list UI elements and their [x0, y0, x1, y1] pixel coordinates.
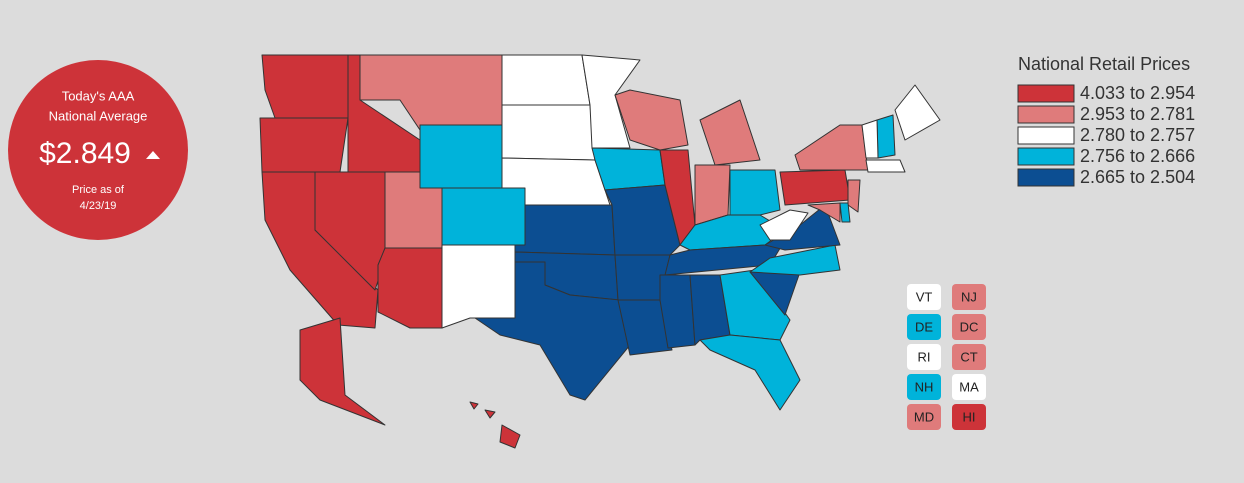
state-box: [952, 344, 986, 370]
state-box: [907, 374, 941, 400]
state: [876, 114, 896, 159]
state: [514, 204, 616, 256]
legend-swatch: [1017, 126, 1075, 145]
state-box: [952, 284, 986, 310]
legend: National Retail Prices: [1018, 54, 1190, 74]
badge-note: 4/23/19: [80, 200, 117, 212]
legend-title: National Retail Prices: [1018, 54, 1190, 74]
legend-label: 2.756 to 2.666: [1080, 146, 1195, 166]
state: [419, 124, 503, 189]
state: [299, 317, 386, 426]
badge-price: $2.849: [39, 137, 131, 170]
state: [865, 159, 906, 173]
state-box-label: DE: [915, 319, 933, 334]
badge-line: National Average: [49, 108, 148, 123]
state-box-label: HI: [963, 409, 976, 424]
state: [501, 54, 591, 106]
badge: Today's AAA National Average $2.849 Pric…: [8, 60, 188, 240]
badge-circle: [8, 60, 188, 240]
state-box: [907, 314, 941, 340]
state: [469, 401, 479, 410]
state: [779, 169, 851, 206]
state: [499, 424, 521, 449]
state: [861, 119, 879, 159]
state: [699, 99, 761, 166]
state: [749, 244, 841, 276]
state: [719, 269, 791, 341]
state: [474, 261, 631, 401]
legend-label: 2.780 to 2.757: [1080, 125, 1195, 145]
state-box-label: MD: [914, 409, 934, 424]
state-box: [907, 344, 941, 370]
state-box: [907, 284, 941, 310]
state: [484, 409, 496, 419]
state: [259, 117, 349, 173]
up-arrow: [146, 151, 160, 159]
state-box-label: DC: [960, 319, 979, 334]
state-box-label: VT: [916, 289, 933, 304]
state: [699, 334, 801, 411]
badge-line: Today's AAA: [62, 88, 135, 103]
legend-label: 4.033 to 2.954: [1080, 83, 1195, 103]
state-box: [952, 404, 986, 430]
state-box: [952, 374, 986, 400]
state: [729, 169, 781, 216]
state: [441, 187, 526, 246]
map: [259, 54, 941, 449]
legend-swatch: [1017, 168, 1075, 187]
badge-note: Price as of: [72, 184, 125, 196]
state: [847, 179, 861, 213]
legend-swatch: [1017, 105, 1075, 124]
state: [839, 202, 851, 223]
state-box-label: RI: [918, 349, 931, 364]
state: [441, 244, 516, 329]
state: [659, 274, 696, 349]
legend-swatch: [1017, 84, 1075, 103]
legend-label: 2.953 to 2.781: [1080, 104, 1195, 124]
legend-swatch: [1017, 147, 1075, 166]
state-box: [952, 314, 986, 340]
state-box: [907, 404, 941, 430]
state: [581, 54, 641, 149]
legend-label: 2.665 to 2.504: [1080, 167, 1195, 187]
state: [617, 299, 673, 356]
state: [261, 54, 349, 119]
state: [759, 209, 809, 241]
state-box-label: MA: [959, 379, 979, 394]
state-box-label: CT: [960, 349, 977, 364]
state: [377, 247, 443, 329]
state: [894, 84, 941, 141]
state: [501, 104, 596, 161]
state: [591, 147, 666, 191]
state-box-label: NJ: [961, 289, 977, 304]
state-box-label: NH: [915, 379, 934, 394]
state: [807, 202, 841, 223]
